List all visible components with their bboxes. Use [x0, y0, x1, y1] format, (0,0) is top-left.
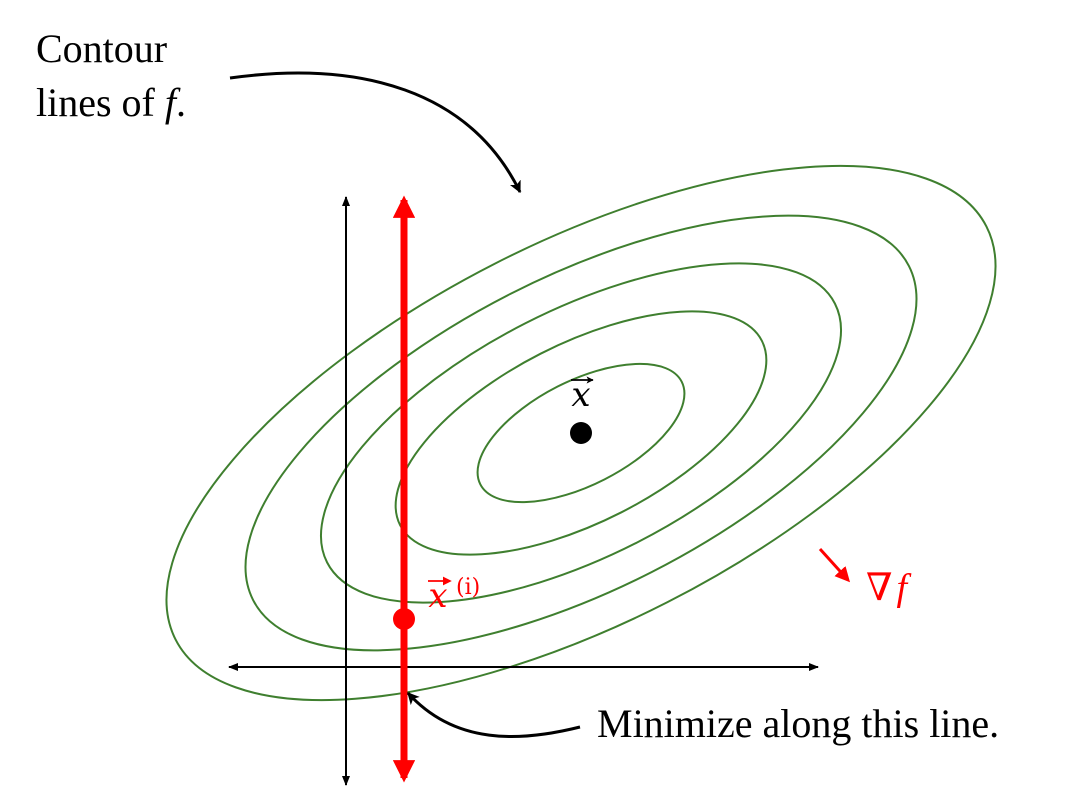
contour-annotation-line2: lines of f.	[36, 80, 186, 125]
current-label: x (i)	[428, 575, 480, 616]
contour-ellipse-3	[319, 262, 843, 604]
gradient-label-var: f	[897, 567, 912, 609]
minimize-annotation: Minimize along this line.	[597, 701, 999, 746]
optimum-label-symbol: x	[571, 375, 590, 415]
contour-annotation-suffix: .	[176, 80, 186, 125]
contour-annotation-prefix: lines of	[36, 80, 165, 125]
contour-annotation-line1: Contour	[36, 26, 167, 71]
contour-ellipse-4	[244, 214, 918, 652]
optimum-point	[570, 422, 592, 444]
gradient-arrow	[818, 547, 851, 583]
optimum-label: x	[571, 375, 594, 415]
current-label-superscript: (i)	[456, 575, 480, 600]
current-point	[393, 608, 415, 630]
minimize-pointer-arrow	[406, 691, 581, 738]
current-label-symbol: x	[428, 576, 447, 616]
contour-ellipse-1	[476, 362, 686, 504]
gradient-label-nabla: ∇	[866, 567, 893, 609]
gradient-label: ∇ f	[866, 567, 912, 609]
contour-pointer-arrow	[229, 71, 522, 194]
